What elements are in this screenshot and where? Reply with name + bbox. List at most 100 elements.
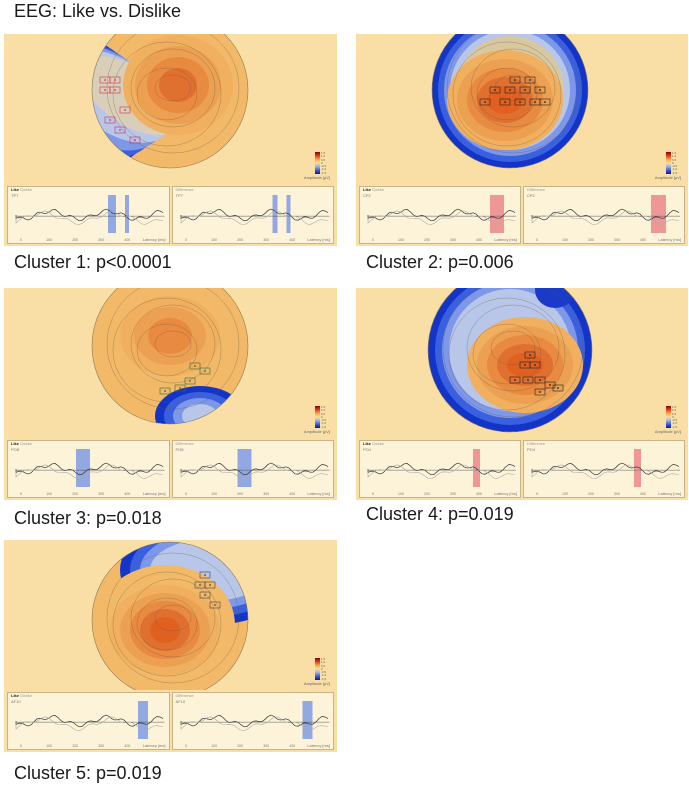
svg-text:0: 0 bbox=[372, 238, 374, 242]
electrode-marker bbox=[534, 376, 546, 384]
electrode-marker bbox=[479, 98, 491, 106]
electrode-marker bbox=[129, 136, 141, 144]
svg-text:200: 200 bbox=[72, 492, 78, 496]
svg-text:0: 0 bbox=[185, 238, 187, 242]
cluster-caption-2: Cluster 2: p=0.006 bbox=[366, 252, 514, 272]
electrode-marker bbox=[199, 591, 211, 599]
electrode-marker bbox=[114, 126, 126, 134]
colorbar bbox=[315, 658, 320, 680]
electrode-marker bbox=[109, 76, 121, 84]
svg-text:0: 0 bbox=[536, 492, 538, 496]
svg-text:200: 200 bbox=[237, 744, 243, 748]
waveform-plot: Like Dislike AF10 Latency [ms] 0 100 200 300 40… bbox=[7, 692, 170, 750]
electrode-marker bbox=[199, 367, 211, 375]
svg-text:100: 100 bbox=[562, 238, 568, 242]
electrode-marker bbox=[534, 388, 546, 396]
svg-text:300: 300 bbox=[263, 238, 269, 242]
svg-text:0: 0 bbox=[20, 238, 22, 242]
svg-text:200: 200 bbox=[424, 238, 430, 242]
svg-text:300: 300 bbox=[450, 238, 456, 242]
electrode-marker bbox=[499, 98, 511, 106]
svg-text:200: 200 bbox=[72, 238, 78, 242]
electrode-marker bbox=[539, 98, 551, 106]
electrode-marker bbox=[489, 86, 501, 94]
waveform-plot: Difference PO8 Latency [ms] 0 100 200 300 400 bbox=[171, 440, 334, 498]
electrode-marker bbox=[184, 377, 196, 385]
electrode-marker bbox=[522, 376, 534, 384]
electrode-marker bbox=[174, 384, 186, 392]
svg-text:300: 300 bbox=[98, 744, 104, 748]
svg-text:0: 0 bbox=[372, 492, 374, 496]
electrode-marker bbox=[552, 384, 564, 392]
svg-text:400: 400 bbox=[124, 492, 130, 496]
svg-text:100: 100 bbox=[562, 492, 568, 496]
colorbar-label: Amplitude [µV] bbox=[654, 429, 681, 434]
cluster-caption-5: Cluster 5: p=0.019 bbox=[14, 763, 162, 783]
svg-text:400: 400 bbox=[640, 238, 646, 242]
colorbar-ticks: 1.5 1.0 0.5 0 -0.5 -1.0 -1.5 bbox=[672, 405, 678, 429]
electrode-marker bbox=[104, 116, 116, 124]
waveform-plot: Difference PO4 Latency [ms] 0 100 200 300 400 bbox=[523, 440, 685, 498]
waveform-plot: Difference CP2 Latency [ms] 0 100 200 300 400 bbox=[523, 186, 685, 244]
svg-text:400: 400 bbox=[476, 492, 482, 496]
electrode-marker bbox=[524, 351, 536, 359]
svg-text:300: 300 bbox=[98, 238, 104, 242]
scalp-topography bbox=[427, 288, 593, 433]
svg-text:100: 100 bbox=[398, 492, 404, 496]
svg-text:0: 0 bbox=[185, 492, 187, 496]
cluster-panel-2: 1.5 1.0 0.5 0 -0.5 -1.0 -1.5 Amplitude [µV] Like… bbox=[356, 34, 688, 246]
waveform-plot: Like Dislike PO8 Latency [ms] 0 100 200 300 400 bbox=[7, 440, 170, 498]
svg-text:200: 200 bbox=[237, 238, 243, 242]
svg-text:300: 300 bbox=[614, 238, 620, 242]
colorbar-label: Amplitude [µV] bbox=[303, 681, 330, 686]
colorbar bbox=[666, 406, 671, 428]
electrode-marker bbox=[509, 376, 521, 384]
svg-text:400: 400 bbox=[289, 744, 295, 748]
cluster-panel-4: 1.5 1.0 0.5 0 -0.5 -1.0 -1.5 Amplitude [µV] Like… bbox=[356, 288, 688, 500]
electrode-marker bbox=[514, 98, 526, 106]
cluster-caption-3: Cluster 3: p=0.018 bbox=[14, 508, 162, 528]
scalp-topography bbox=[91, 541, 249, 690]
scalp-topography bbox=[91, 288, 249, 425]
svg-text:300: 300 bbox=[450, 492, 456, 496]
svg-text:300: 300 bbox=[614, 492, 620, 496]
colorbar bbox=[315, 406, 320, 428]
colorbar-ticks: 1.5 1.0 0.5 0 -0.5 -1.0 -1.5 bbox=[321, 151, 327, 175]
colorbar-label: Amplitude [µV] bbox=[654, 175, 681, 180]
electrode-marker bbox=[509, 76, 521, 84]
waveform-plot: Like Dislike PO4 Latency [ms] 0 100 200 300 400 bbox=[359, 440, 521, 498]
svg-text:400: 400 bbox=[289, 492, 295, 496]
svg-text:200: 200 bbox=[237, 492, 243, 496]
svg-text:100: 100 bbox=[46, 492, 52, 496]
colorbar-label: Amplitude [µV] bbox=[303, 429, 330, 434]
colorbar bbox=[666, 152, 671, 174]
svg-text:0: 0 bbox=[536, 238, 538, 242]
svg-text:300: 300 bbox=[98, 492, 104, 496]
electrode-marker bbox=[119, 106, 131, 114]
waveform-plot: Difference TP7 Latency [ms] 0 100 200 300 400 bbox=[171, 186, 334, 244]
svg-text:200: 200 bbox=[72, 744, 78, 748]
colorbar-ticks: 1.5 1.0 0.5 0 -0.5 -1.0 -1.5 bbox=[321, 405, 327, 429]
svg-text:100: 100 bbox=[211, 238, 217, 242]
svg-text:100: 100 bbox=[211, 492, 217, 496]
colorbar bbox=[315, 152, 320, 174]
figure-title: EEG: Like vs. Dislike bbox=[14, 1, 182, 21]
cluster-panel-1: 1.5 1.0 0.5 0 -0.5 -1.0 -1.5 Amplitude [µV] Like… bbox=[4, 34, 337, 246]
svg-text:200: 200 bbox=[588, 238, 594, 242]
svg-text:300: 300 bbox=[263, 492, 269, 496]
svg-text:0: 0 bbox=[20, 744, 22, 748]
svg-text:100: 100 bbox=[46, 238, 52, 242]
colorbar-ticks: 1.5 1.0 0.5 0 -0.5 -1.0 -1.5 bbox=[321, 657, 327, 681]
svg-text:400: 400 bbox=[124, 238, 130, 242]
cluster-caption-1: Cluster 1: p<0.0001 bbox=[14, 252, 172, 272]
svg-text:400: 400 bbox=[476, 238, 482, 242]
waveform-plot: Like Dislike TP7 Latency [ms] 0 100 200 300 400 bbox=[7, 186, 170, 244]
colorbar-label: Amplitude [µV] bbox=[303, 175, 330, 180]
electrode-marker bbox=[519, 86, 531, 94]
scalp-topography bbox=[91, 34, 249, 169]
waveform-plot: Like Dislike CP2 Latency [ms] 0 100 200 300 400 bbox=[359, 186, 521, 244]
svg-text:100: 100 bbox=[46, 744, 52, 748]
colorbar-ticks: 1.5 1.0 0.5 0 -0.5 -1.0 -1.5 bbox=[672, 151, 678, 175]
svg-text:100: 100 bbox=[211, 744, 217, 748]
scalp-topography bbox=[431, 34, 589, 169]
